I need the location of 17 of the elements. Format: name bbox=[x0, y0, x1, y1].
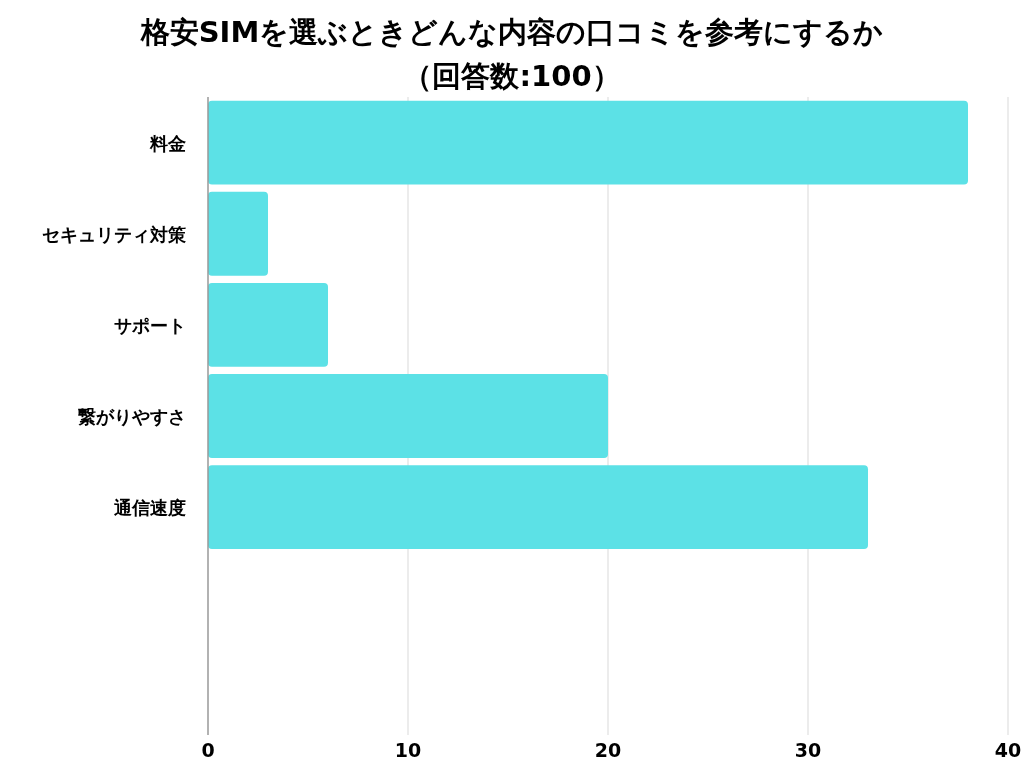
y-tick-label: 通信速度 bbox=[113, 497, 186, 519]
chart-title: 格安SIMを選ぶときどんな内容の口コミを参考にするか bbox=[139, 15, 884, 49]
y-tick-label: 繋がりやすさ bbox=[78, 406, 186, 427]
x-tick-label: 10 bbox=[394, 739, 422, 761]
bar bbox=[208, 191, 268, 276]
bar bbox=[208, 465, 868, 550]
x-tick-label: 30 bbox=[794, 739, 822, 761]
bar bbox=[208, 374, 608, 458]
y-tick-label: セキュリティ対策 bbox=[42, 223, 186, 245]
y-tick-label: サポート bbox=[114, 314, 186, 336]
x-tick-label: 40 bbox=[994, 739, 1022, 761]
chart-subtitle: （回答数:100） bbox=[403, 59, 621, 93]
x-tick-label: 0 bbox=[201, 739, 215, 761]
x-tick-label: 20 bbox=[594, 739, 622, 761]
bar bbox=[208, 100, 968, 185]
bar bbox=[208, 282, 328, 367]
y-tick-label: 料金 bbox=[149, 132, 186, 154]
